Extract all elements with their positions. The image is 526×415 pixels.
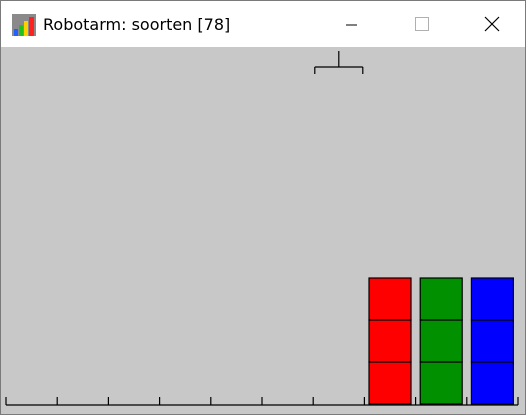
- close-icon: [484, 16, 500, 32]
- block: [419, 319, 463, 363]
- maximize-icon: [415, 17, 429, 31]
- block: [368, 277, 412, 321]
- window-title: Robotarm: soorten [78]: [43, 15, 231, 34]
- block: [470, 277, 514, 321]
- minimize-button[interactable]: [329, 9, 373, 41]
- robot-arm-canvas: [1, 47, 525, 414]
- block: [470, 319, 514, 363]
- block: [419, 277, 463, 321]
- block: [470, 361, 514, 405]
- maximize-button[interactable]: [399, 9, 443, 41]
- robot-arm-scene: [5, 51, 519, 406]
- minimize-icon: [346, 24, 357, 26]
- close-button[interactable]: [468, 9, 512, 41]
- title-bar[interactable]: Robotarm: soorten [78]: [1, 1, 525, 47]
- block: [419, 361, 463, 405]
- block: [368, 361, 412, 405]
- robotarm-app-icon: [12, 14, 36, 36]
- block: [368, 319, 412, 363]
